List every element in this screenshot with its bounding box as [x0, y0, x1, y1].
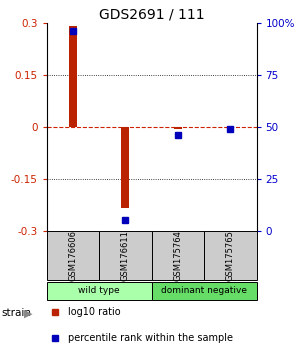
Bar [46, 282, 152, 300]
Text: GSM175765: GSM175765 [226, 230, 235, 281]
Bar [121, 127, 129, 208]
Bar [204, 230, 256, 280]
Text: log10 ratio: log10 ratio [68, 307, 120, 318]
Text: percentile rank within the sample: percentile rank within the sample [68, 333, 232, 343]
Text: strain: strain [2, 308, 31, 318]
Bar [46, 230, 99, 280]
Bar [99, 230, 152, 280]
Text: GSM175764: GSM175764 [173, 230, 182, 281]
Bar [174, 127, 182, 129]
Bar [152, 282, 256, 300]
Text: ▶: ▶ [24, 308, 32, 318]
Bar [152, 230, 204, 280]
Text: wild type: wild type [78, 286, 120, 295]
Bar [69, 27, 77, 127]
Title: GDS2691 / 111: GDS2691 / 111 [99, 8, 204, 22]
Text: GSM176611: GSM176611 [121, 230, 130, 281]
Text: GSM176606: GSM176606 [68, 230, 77, 281]
Text: dominant negative: dominant negative [161, 286, 247, 295]
